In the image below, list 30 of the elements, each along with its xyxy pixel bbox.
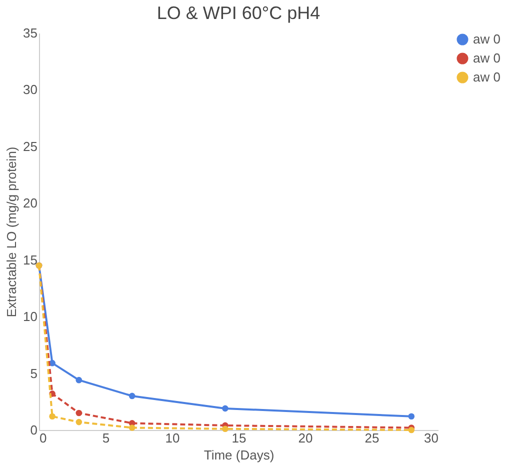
- point: [76, 418, 82, 426]
- y-tick-label: 35: [23, 26, 38, 40]
- point: [408, 426, 415, 434]
- legend-label: aw 0: [473, 32, 500, 46]
- x-tick-label: 5: [102, 430, 110, 446]
- point: [76, 376, 82, 384]
- x-tick-label: 15: [232, 430, 246, 446]
- y-tick-label: 5: [30, 366, 38, 381]
- x-tick-label: 10: [165, 430, 180, 446]
- x-tick-label: 30: [424, 430, 438, 446]
- y-tick-label: 15: [23, 252, 38, 268]
- point: [128, 424, 136, 431]
- y-tick-label: 10: [23, 309, 38, 324]
- legend-label: aw 0: [473, 50, 500, 66]
- y-tick-label: 25: [23, 138, 38, 154]
- point: [222, 426, 228, 432]
- x-tick-label: 0: [40, 430, 47, 446]
- y-axis-title: Extractable LO (mg/g protein): [4, 146, 20, 318]
- point: [128, 392, 136, 400]
- x-tick-label: 20: [298, 430, 313, 446]
- chart-title: LO & WPI 60°C pH4: [156, 3, 320, 23]
- point: [408, 413, 415, 420]
- point: [222, 405, 228, 412]
- x-axis-title: Time (Days): [204, 448, 274, 462]
- point: [76, 410, 82, 416]
- y-tick-label: 20: [23, 196, 38, 211]
- x-tick-label: 25: [364, 430, 380, 446]
- legend-label: aw 0: [473, 70, 500, 84]
- y-tick-label: 30: [23, 82, 38, 98]
- point: [49, 413, 56, 420]
